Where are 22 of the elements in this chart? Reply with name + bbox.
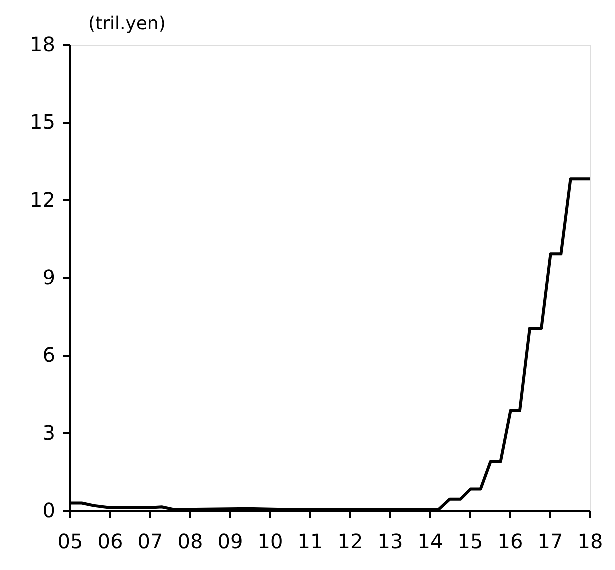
- y-tick-label: 18: [30, 32, 56, 56]
- x-tick-label: 09: [218, 530, 244, 554]
- x-tick-label: 15: [458, 530, 484, 554]
- x-tick-label: 18: [578, 530, 604, 554]
- x-tick-label: 16: [498, 530, 524, 554]
- y-tick-label: 3: [42, 420, 56, 445]
- x-tick-label: 11: [298, 530, 324, 554]
- y-tick-label: 6: [42, 343, 56, 368]
- y-tick-label: 12: [30, 188, 56, 212]
- x-tick-label: 14: [418, 530, 444, 554]
- x-tick-label: 17: [538, 530, 564, 554]
- x-tick-label: 05: [58, 530, 84, 554]
- x-tick-label: 06: [98, 530, 124, 554]
- x-tick-label: 07: [138, 530, 164, 554]
- y-tick-label: 9: [42, 266, 56, 290]
- y-tick-label: 0: [42, 498, 56, 522]
- x-tick-label: 13: [378, 530, 404, 554]
- x-tick-label: 10: [258, 530, 284, 554]
- y-tick-label: 15: [30, 110, 56, 134]
- x-tick-label: 08: [178, 530, 204, 554]
- x-tick-label: 12: [338, 530, 364, 554]
- y-axis-title: (tril.yen): [88, 14, 166, 34]
